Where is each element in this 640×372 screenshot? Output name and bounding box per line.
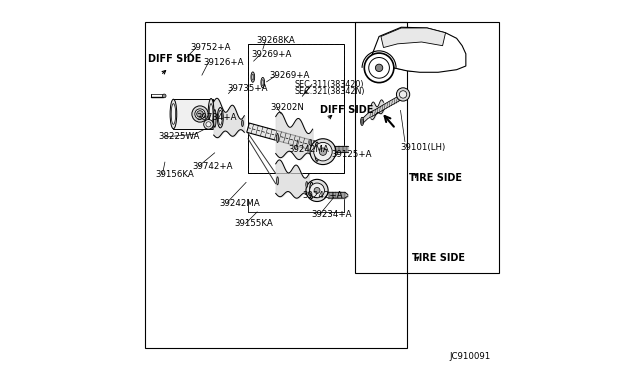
Circle shape <box>163 94 166 98</box>
Bar <box>355 22 499 273</box>
Ellipse shape <box>241 120 243 126</box>
Circle shape <box>319 148 326 155</box>
Text: 39269+A: 39269+A <box>252 51 292 60</box>
Bar <box>145 22 407 349</box>
Text: 39234+A: 39234+A <box>312 210 353 219</box>
Text: JC910091: JC910091 <box>449 352 490 361</box>
Text: TIRE SIDE: TIRE SIDE <box>408 173 461 183</box>
Polygon shape <box>381 28 445 48</box>
Text: 39126+A: 39126+A <box>204 58 244 67</box>
Text: DIFF SIDE: DIFF SIDE <box>148 54 201 64</box>
Text: TIRE SIDE: TIRE SIDE <box>412 253 465 263</box>
Circle shape <box>204 119 213 129</box>
Circle shape <box>310 183 324 198</box>
Circle shape <box>314 187 320 193</box>
Ellipse shape <box>170 99 177 129</box>
Polygon shape <box>247 123 337 156</box>
Text: 39156KA: 39156KA <box>156 170 195 179</box>
Ellipse shape <box>360 117 364 125</box>
Bar <box>248 44 344 173</box>
Ellipse shape <box>276 134 278 142</box>
Ellipse shape <box>315 142 319 161</box>
Text: SEC.311(383420): SEC.311(383420) <box>295 80 364 89</box>
Text: 39155KA: 39155KA <box>234 219 273 228</box>
Circle shape <box>369 58 389 78</box>
Ellipse shape <box>214 110 216 127</box>
Ellipse shape <box>252 74 253 80</box>
Circle shape <box>399 91 407 98</box>
Text: 39125+A: 39125+A <box>331 150 372 159</box>
Text: 38225WA: 38225WA <box>158 132 200 141</box>
Ellipse shape <box>172 104 175 124</box>
Ellipse shape <box>306 182 308 187</box>
Ellipse shape <box>262 80 264 86</box>
Circle shape <box>376 64 383 71</box>
Circle shape <box>206 122 211 127</box>
Ellipse shape <box>251 72 255 82</box>
Text: 39202N: 39202N <box>270 103 304 112</box>
Text: 39268KA: 39268KA <box>257 36 295 45</box>
Ellipse shape <box>362 119 363 124</box>
Text: 39752+A: 39752+A <box>190 43 230 52</box>
Text: 39101(LH): 39101(LH) <box>401 144 445 153</box>
Text: 39735+A: 39735+A <box>227 84 268 93</box>
Circle shape <box>396 88 410 101</box>
Circle shape <box>306 179 328 202</box>
Circle shape <box>195 109 205 119</box>
Ellipse shape <box>218 108 223 128</box>
Ellipse shape <box>310 182 314 199</box>
Ellipse shape <box>310 140 312 146</box>
Text: SEC.321(38342N): SEC.321(38342N) <box>295 87 365 96</box>
Polygon shape <box>173 99 213 129</box>
Ellipse shape <box>209 104 213 124</box>
Ellipse shape <box>276 177 278 185</box>
Text: 39242MA: 39242MA <box>289 145 330 154</box>
Polygon shape <box>370 27 466 72</box>
Ellipse shape <box>208 99 214 129</box>
Circle shape <box>192 106 208 122</box>
Text: 39242+A: 39242+A <box>303 192 343 201</box>
Text: 39742+A: 39742+A <box>193 162 233 171</box>
Ellipse shape <box>218 110 222 125</box>
Circle shape <box>310 139 336 164</box>
Text: 39242MA: 39242MA <box>220 199 260 208</box>
Text: DIFF SIDE: DIFF SIDE <box>320 105 373 115</box>
Text: 39269+A: 39269+A <box>269 71 309 80</box>
Circle shape <box>196 111 204 117</box>
Circle shape <box>364 53 394 83</box>
Text: 39734+A: 39734+A <box>196 113 237 122</box>
Circle shape <box>314 142 332 161</box>
Ellipse shape <box>261 77 264 88</box>
